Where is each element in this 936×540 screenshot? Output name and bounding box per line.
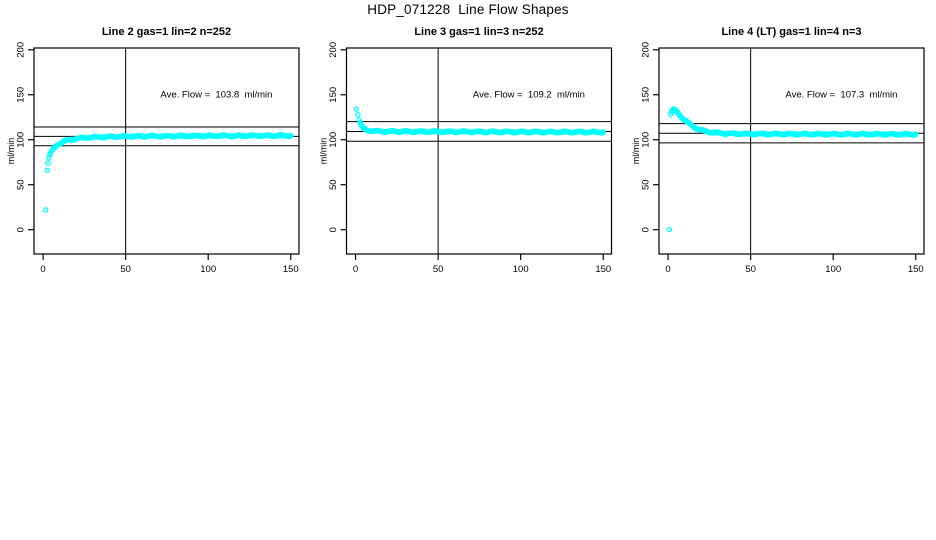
figure-title: HDP_071228 Line Flow Shapes [367, 2, 569, 17]
x-tick-label: 100 [200, 264, 216, 275]
data-point [44, 167, 51, 174]
plot-box [658, 47, 925, 255]
y-tick-label: 50 [328, 179, 339, 190]
data-point [287, 132, 294, 139]
data-point [912, 131, 919, 137]
panel-3: Line 4 (LT) gas=1 lin=4 n=3 0 50 100 150 200 0… [631, 26, 925, 275]
y-tick-label: 100 [641, 132, 652, 148]
x-tick-label: 50 [745, 264, 756, 275]
y-tick-label: 50 [16, 179, 27, 190]
x-tick-label: 50 [433, 264, 444, 275]
y-tick-label: 150 [16, 87, 27, 103]
data-point [46, 154, 52, 161]
x-tick-label: 50 [120, 264, 131, 275]
y-axis-label: ml/min [631, 138, 641, 165]
data-point [355, 111, 361, 118]
y-tick-label: 50 [641, 179, 652, 190]
y-tick-label: 100 [328, 132, 339, 148]
x-tick-label: 0 [353, 264, 358, 275]
panel-1: Line 2 gas=1 lin=2 n=252 0 50 100 150 200 0 50 1… [6, 26, 300, 275]
y-tick-label: 200 [328, 42, 339, 58]
panel-title: Line 2 gas=1 lin=2 n=252 [102, 26, 231, 38]
x-tick-label: 0 [665, 264, 670, 275]
x-tick-label: 150 [908, 264, 924, 275]
data-point [600, 129, 606, 135]
x-tick-label: 100 [825, 264, 841, 275]
y-tick-label: 0 [16, 227, 27, 232]
panel-title: Line 4 (LT) gas=1 lin=4 n=3 [721, 26, 861, 38]
plot-box [33, 47, 300, 255]
y-tick-label: 100 [16, 132, 27, 148]
line-flow-shapes-chart: Line 2 gas=1 lin=2 n=252 0 50 100 150 200 0 50 1… [6, 26, 925, 275]
data-point [45, 160, 51, 166]
y-tick-label: 150 [641, 87, 652, 103]
ave-flow-annotation: Ave. Flow = 103.8 ml/min [160, 89, 272, 100]
x-tick-label: 150 [595, 264, 611, 275]
x-tick-label: 0 [40, 264, 45, 275]
panel-title: Line 3 gas=1 lin=3 n=252 [414, 26, 543, 38]
plot-box [345, 47, 613, 255]
data-point [42, 207, 49, 213]
data-point [667, 111, 674, 118]
data-point [356, 117, 362, 123]
y-axis-label: ml/min [6, 138, 16, 165]
x-tick-label: 150 [283, 264, 299, 275]
data-point [666, 226, 673, 233]
y-tick-label: 150 [328, 87, 339, 103]
y-axis-label: ml/min [319, 138, 329, 165]
y-tick-label: 0 [328, 227, 339, 232]
x-tick-label: 100 [513, 264, 529, 275]
scatter-points [353, 106, 606, 136]
ave-flow-annotation: Ave. Flow = 109.2 ml/min [473, 89, 585, 100]
ave-flow-annotation: Ave. Flow = 107.3 ml/min [785, 89, 897, 100]
y-tick-label: 200 [641, 42, 652, 58]
panel-2: Line 3 gas=1 lin=3 n=252 0 50 100 150 200 0 50 1… [319, 26, 613, 275]
y-tick-label: 200 [16, 42, 27, 58]
scatter-points [666, 106, 919, 233]
scatter-points [42, 132, 294, 213]
y-tick-label: 0 [641, 227, 652, 232]
data-point [353, 106, 359, 112]
